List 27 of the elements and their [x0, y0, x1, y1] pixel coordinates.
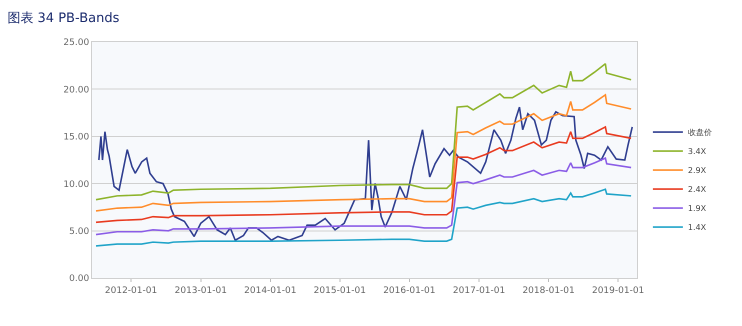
x-tick-label: 2016-01-01: [383, 286, 436, 296]
legend-label: 2.4X: [688, 185, 707, 194]
y-tick-label: 0.00: [69, 274, 90, 284]
x-tick-label: 2019-01-01: [592, 286, 644, 296]
line-series: [95, 94, 632, 212]
chart-title: 图表 34 PB-Bands: [7, 11, 120, 26]
line-series: [95, 157, 632, 236]
y-tick-label: 5.00: [69, 226, 90, 237]
x-tick-label: 2015-01-01: [314, 286, 366, 296]
y-tick-label: 10.00: [63, 180, 90, 190]
line-series: [95, 126, 632, 224]
x-tick-label: 2014-01-01: [244, 286, 296, 296]
legend-label: 1.4X: [688, 223, 707, 232]
line-series: [95, 188, 632, 247]
x-tick-label: 2017-01-01: [452, 286, 506, 296]
x-tick-label: 2018-01-01: [522, 286, 575, 296]
legend-label: 3.4X: [688, 147, 707, 156]
x-tick-label: 2012-01-01: [104, 286, 158, 296]
y-tick-label: 20.00: [63, 85, 90, 96]
legend-label: 2.9X: [688, 166, 707, 176]
y-tick-label: 15.00: [63, 132, 90, 143]
y-tick-label: 25.00: [63, 38, 90, 48]
legend-label: 收盘价: [688, 128, 712, 138]
x-tick-label: 2013-01-01: [174, 286, 227, 296]
line-series: [98, 106, 634, 242]
legend-label: 1.9X: [688, 204, 707, 214]
line-series: [95, 62, 632, 200]
